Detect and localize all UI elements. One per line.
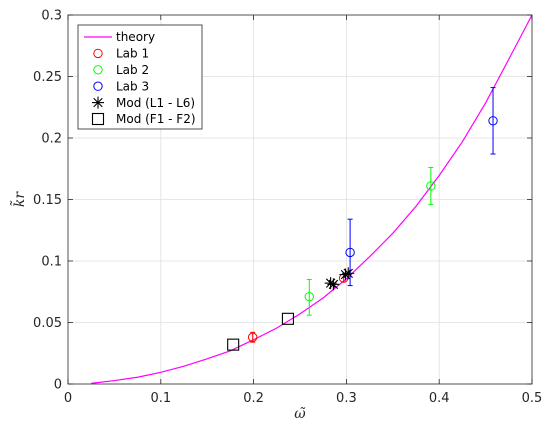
x-tick-label: 0 xyxy=(64,391,72,406)
y-tick-label: 0.1 xyxy=(41,255,62,270)
legend: theory Lab 1 Lab 2 Lab 3 Mod (L1 - L6) Mod (F… xyxy=(77,24,203,130)
legend-label-mod-l1-l6: Mod (L1 - L6) xyxy=(116,96,195,110)
legend-label-lab-1: Lab 1 xyxy=(116,47,149,61)
lab-2-point xyxy=(426,181,436,191)
x-tick-label: 0.1 xyxy=(150,391,171,406)
mod-l1-l6-point xyxy=(342,267,355,280)
y-tick-label: 0.3 xyxy=(41,9,62,24)
x-tick-label: 0.2 xyxy=(243,391,264,406)
legend-label-lab-3: Lab 3 xyxy=(116,79,149,93)
mod-f1-f2-point xyxy=(281,312,294,325)
lab-2-errorbar xyxy=(306,278,312,316)
lab-3-point xyxy=(345,247,355,258)
legend-label-lab-2: Lab 2 xyxy=(116,63,149,77)
legend-marker-mod-l1-l6 xyxy=(92,96,104,109)
y-tick-label: 0.05 xyxy=(33,316,62,331)
x-tick-label: 0.5 xyxy=(522,391,543,406)
y-tick-label: 0.15 xyxy=(33,193,62,208)
plot-frame xyxy=(67,14,533,385)
legend-label-mod-f1-f2: Mod (F1 - F2) xyxy=(116,112,196,126)
lab-1-errorbar xyxy=(250,331,256,343)
x-tick-label: 0.4 xyxy=(429,391,450,406)
lab-3-point xyxy=(488,116,498,126)
legend-marker-mod-f1-f2 xyxy=(91,112,105,126)
y-tick-label: 0 xyxy=(54,378,62,393)
asterisk-stroke xyxy=(328,279,339,290)
data-layer xyxy=(91,14,533,384)
grid xyxy=(68,15,532,384)
x-axis-label: ω̃ xyxy=(294,406,306,422)
legend-label-theory: theory xyxy=(116,30,155,44)
y-axis-label: k̃r xyxy=(9,191,28,207)
lab-3-errorbar xyxy=(490,87,496,155)
axis-ticks: 0 0.1 0.2 0.3 0.4 0.5 0 0.05 0.1 0.15 0.2 0.25 0.3 xyxy=(33,9,542,407)
y-tick-label: 0.25 xyxy=(33,70,62,85)
x-tick-label: 0.3 xyxy=(336,391,357,406)
y-tick-label: 0.2 xyxy=(41,132,62,147)
asterisk-stroke xyxy=(93,97,103,108)
asterisk-stroke xyxy=(343,268,353,279)
theory-curve xyxy=(91,14,533,384)
lab-2-point xyxy=(304,291,314,302)
legend-marker-lab-1 xyxy=(93,48,103,59)
lab-1-point xyxy=(247,332,258,342)
legend-marker-lab-2 xyxy=(93,65,103,75)
legend-box xyxy=(77,24,203,130)
lab-2-errorbar xyxy=(428,167,434,205)
mod-l1-l6-point xyxy=(327,278,340,291)
legend-marker-lab-3 xyxy=(93,81,103,91)
mod-f1-f2-point xyxy=(227,338,240,351)
